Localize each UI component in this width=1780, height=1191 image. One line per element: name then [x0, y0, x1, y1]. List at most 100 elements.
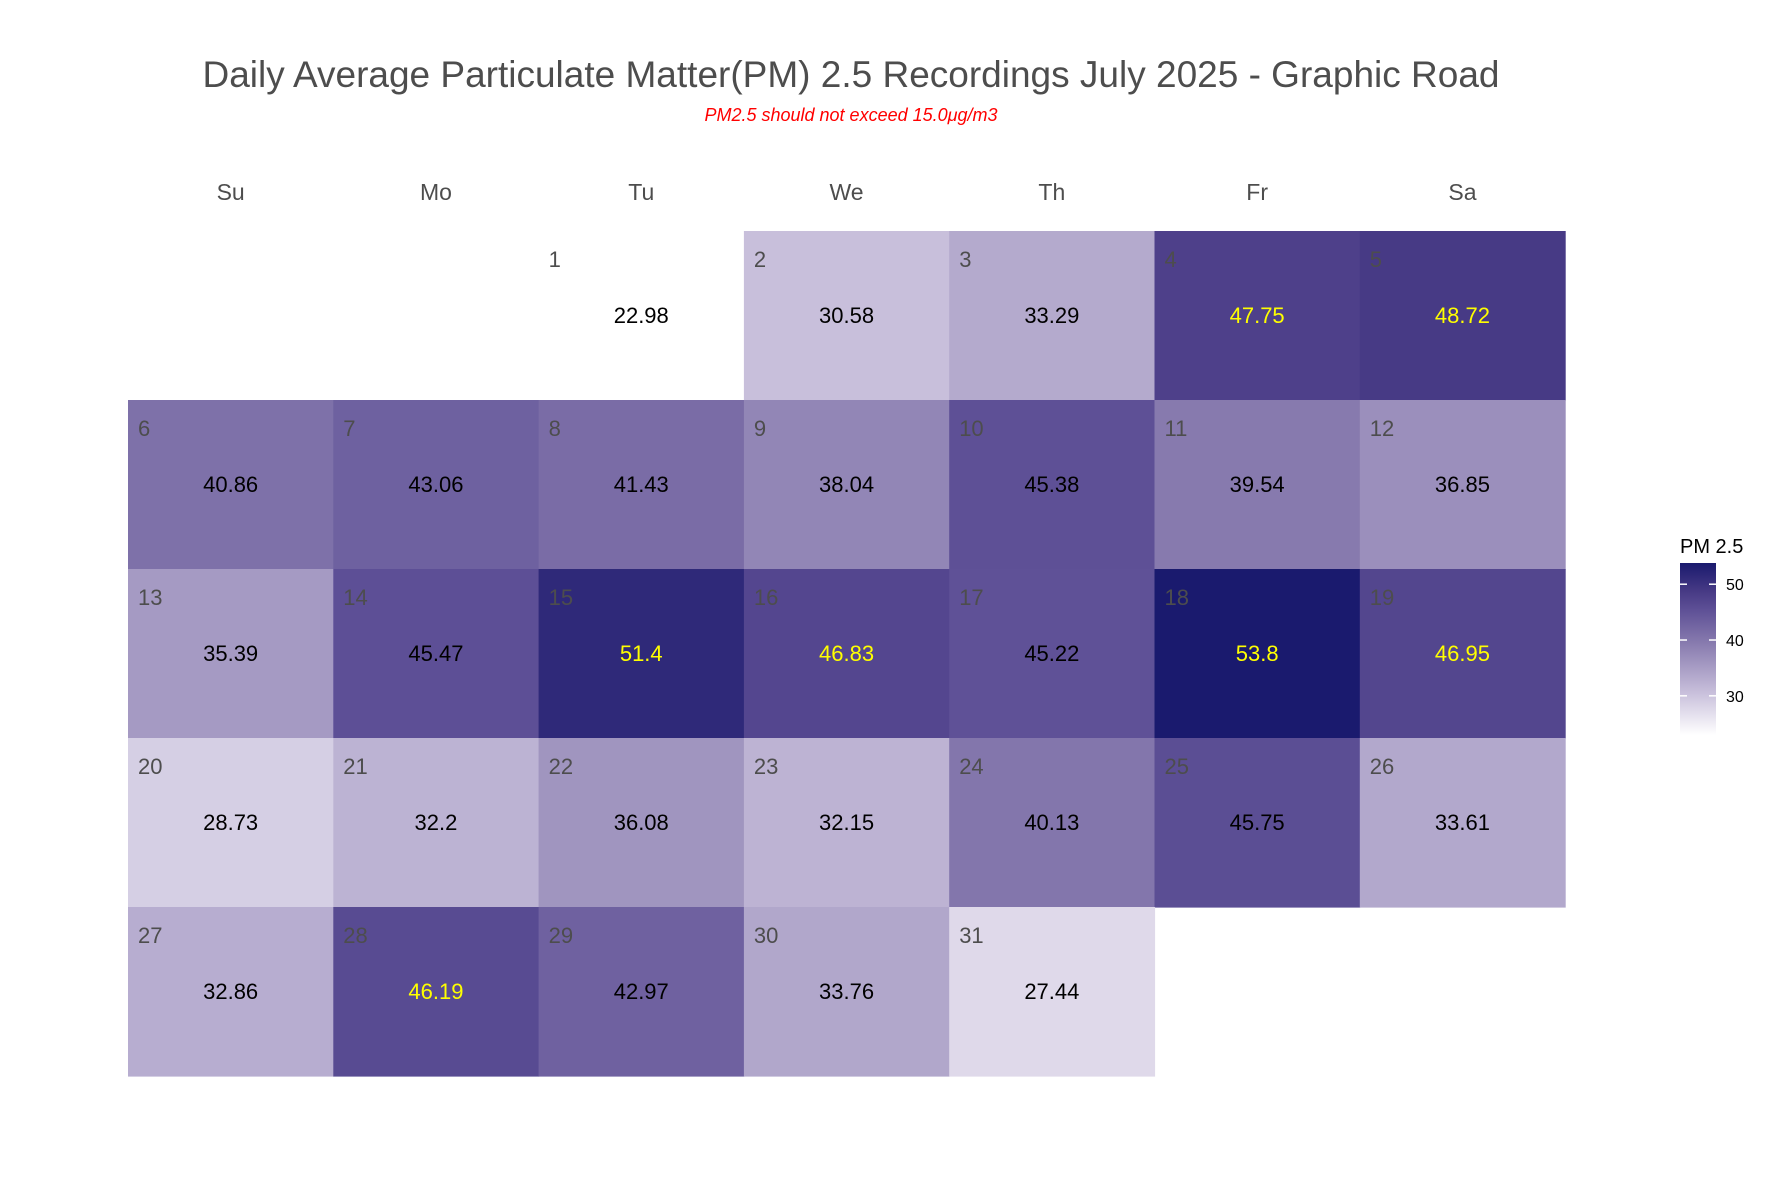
day-cell: 230.58 [743, 231, 950, 401]
day-cell: 841.43 [538, 400, 745, 570]
day-value-label: 47.75 [1230, 303, 1285, 328]
weekday-label: Su [217, 179, 245, 205]
day-cell: 22 36.08 [538, 738, 745, 908]
day-number: 2 [754, 247, 766, 272]
day-number: 10 [959, 416, 983, 441]
day-cell: 14 45.47 [333, 569, 540, 739]
day-number: 31 [959, 923, 983, 948]
day-cell: 640.86 [128, 400, 334, 570]
day-value-label: 33.61 [1435, 810, 1490, 835]
day-tile [743, 569, 950, 739]
day-cell: 333.29 [949, 231, 1156, 401]
day-value-label: 30.58 [819, 303, 874, 328]
day-number: 6 [138, 416, 150, 441]
day-cell: 10 45.38 [949, 400, 1156, 570]
day-tile [1154, 231, 1361, 401]
day-value-label: 32.15 [819, 810, 874, 835]
day-value-label: 43.06 [408, 472, 463, 497]
calendar-cells: 122.98230.58333.29447.75548.72640.86743.… [128, 231, 1566, 1077]
legend-ticks: 50 40 30 [1680, 577, 1744, 706]
day-cell: 29 42.97 [538, 907, 745, 1077]
day-cell: 26 33.61 [1359, 738, 1566, 908]
day-cell: 743.06 [333, 400, 540, 570]
day-cell: 447.75 [1154, 231, 1361, 401]
day-cell: 15 51.4 [538, 569, 745, 739]
color-legend: PM 2.5 50 40 30 [1680, 536, 1744, 735]
day-cell: 31 27.44 [949, 907, 1156, 1077]
day-value-label: 41.43 [614, 472, 669, 497]
day-number: 11 [1165, 416, 1188, 441]
day-value-label: 39.54 [1230, 472, 1285, 497]
day-tile [538, 907, 745, 1077]
day-value-label: 40.86 [203, 472, 258, 497]
day-number: 1 [549, 247, 561, 272]
day-cell: 20 28.73 [128, 738, 334, 908]
day-tile [1154, 569, 1361, 739]
day-number: 19 [1370, 585, 1394, 610]
day-tile [949, 569, 1156, 739]
day-cell: 16 46.83 [743, 569, 950, 739]
day-number: 3 [959, 247, 971, 272]
day-value-label: 28.73 [203, 810, 258, 835]
day-cell: 11 39.54 [1154, 400, 1361, 570]
day-number: 5 [1370, 247, 1382, 272]
weekday-label: Sa [1448, 179, 1476, 205]
day-tile [949, 400, 1156, 570]
day-tile [333, 569, 540, 739]
day-value-label: 27.44 [1024, 979, 1079, 1004]
day-value-label: 51.4 [620, 641, 663, 666]
day-value-label: 46.83 [819, 641, 874, 666]
day-value-label: 33.76 [819, 979, 874, 1004]
day-number: 9 [754, 416, 766, 441]
day-value-label: 53.8 [1236, 641, 1279, 666]
day-cell: 19 46.95 [1359, 569, 1566, 739]
weekday-headers: Su Mo Tu We Th Fr Sa [217, 179, 1477, 205]
weekday-label: We [830, 179, 864, 205]
day-cell: 12 36.85 [1359, 400, 1566, 570]
day-value-label: 36.85 [1435, 472, 1490, 497]
day-cell: 122.98 [538, 231, 745, 401]
day-number: 15 [549, 585, 573, 610]
day-cell: 18 53.8 [1154, 569, 1361, 739]
day-tile [1359, 231, 1566, 401]
day-value-label: 45.22 [1024, 641, 1079, 666]
day-number: 23 [754, 754, 778, 779]
day-value-label: 40.13 [1024, 810, 1079, 835]
day-number: 26 [1370, 754, 1394, 779]
day-tile [743, 738, 950, 908]
day-tile [1154, 400, 1361, 570]
day-value-label: 42.97 [614, 979, 669, 1004]
day-number: 20 [138, 754, 162, 779]
legend-color-bar [1680, 563, 1716, 735]
day-cell: 27 32.86 [128, 907, 334, 1077]
day-cell: 21 32.2 [333, 738, 540, 908]
day-number: 25 [1165, 754, 1189, 779]
day-cell: 938.04 [743, 400, 950, 570]
day-cell: 25 45.75 [1154, 738, 1361, 908]
day-tile [333, 400, 540, 570]
day-tile [949, 231, 1156, 401]
day-number: 30 [754, 923, 778, 948]
legend-tick-label: 50 [1726, 577, 1744, 594]
day-value-label: 45.38 [1024, 472, 1079, 497]
day-tile [538, 400, 745, 570]
day-number: 14 [343, 585, 367, 610]
day-number: 12 [1370, 416, 1394, 441]
day-tile [538, 569, 745, 739]
day-number: 28 [343, 923, 367, 948]
day-tile [1359, 738, 1566, 908]
day-value-label: 35.39 [203, 641, 258, 666]
day-value-label: 48.72 [1435, 303, 1490, 328]
day-number: 27 [138, 923, 162, 948]
day-tile [538, 738, 745, 908]
day-number: 4 [1165, 247, 1177, 272]
day-number: 22 [549, 754, 573, 779]
day-tile [333, 907, 540, 1077]
day-tile [743, 231, 950, 401]
day-tile [1359, 400, 1566, 570]
day-cell: 13 35.39 [128, 569, 334, 739]
chart-title: Daily Average Particulate Matter(PM) 2.5… [203, 54, 1500, 95]
day-tile [949, 907, 1156, 1077]
day-value-label: 36.08 [614, 810, 669, 835]
